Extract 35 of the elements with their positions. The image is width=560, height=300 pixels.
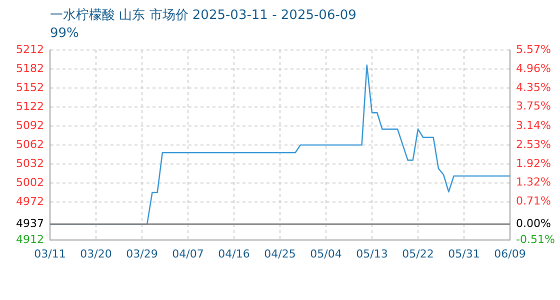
y-tick-label: 5122	[16, 100, 44, 113]
y2-tick-label: 0.00%	[516, 216, 551, 230]
x-tick-label: 04/16	[218, 247, 250, 260]
y2-tick-label: 0.71%	[516, 194, 551, 208]
x-tick-label: 03/11	[34, 247, 66, 260]
y2-tick-label: 3.14%	[516, 118, 551, 132]
x-tick-label: 04/07	[172, 247, 204, 260]
y2-tick-label: 5.57%	[516, 42, 551, 56]
x-tick-label: 05/31	[448, 247, 480, 260]
x-tick-label: 05/04	[310, 247, 342, 260]
y2-tick-label: 4.96%	[516, 62, 551, 75]
x-tick-label: 05/13	[356, 247, 388, 260]
y2-tick-label: 4.35%	[516, 80, 551, 94]
y2-tick-label: 1.92%	[516, 156, 551, 170]
y2-tick-label: 2.53%	[516, 138, 551, 151]
x-tick-label: 03/29	[126, 247, 158, 260]
x-tick-label: 05/22	[402, 247, 434, 260]
chart-subtitle: 99%	[50, 26, 79, 41]
y-tick-label: 5062	[16, 138, 44, 151]
y-tick-label: 5032	[16, 156, 44, 170]
y2-tick-label: 1.32%	[516, 176, 551, 189]
x-tick-label: 03/20	[80, 247, 112, 260]
chart-title: 一水柠檬酸 山东 市场价 2025-03-11 - 2025-06-09	[50, 7, 356, 24]
y2-tick-label: 3.75%	[516, 100, 551, 113]
y-tick-label: 5092	[16, 118, 44, 132]
y-tick-label: 4972	[16, 194, 44, 208]
y-tick-label: 4937	[16, 217, 44, 230]
y-tick-label: 5212	[16, 42, 44, 56]
y2-tick-label: -0.51%	[516, 232, 555, 246]
y-tick-label: 5182	[16, 62, 44, 75]
y-tick-label: 5002	[16, 176, 44, 189]
x-tick-label: 06/09	[494, 247, 526, 260]
x-tick-label: 04/25	[264, 247, 296, 260]
y-tick-label: 4912	[16, 232, 44, 246]
y-tick-label: 5152	[16, 80, 44, 94]
